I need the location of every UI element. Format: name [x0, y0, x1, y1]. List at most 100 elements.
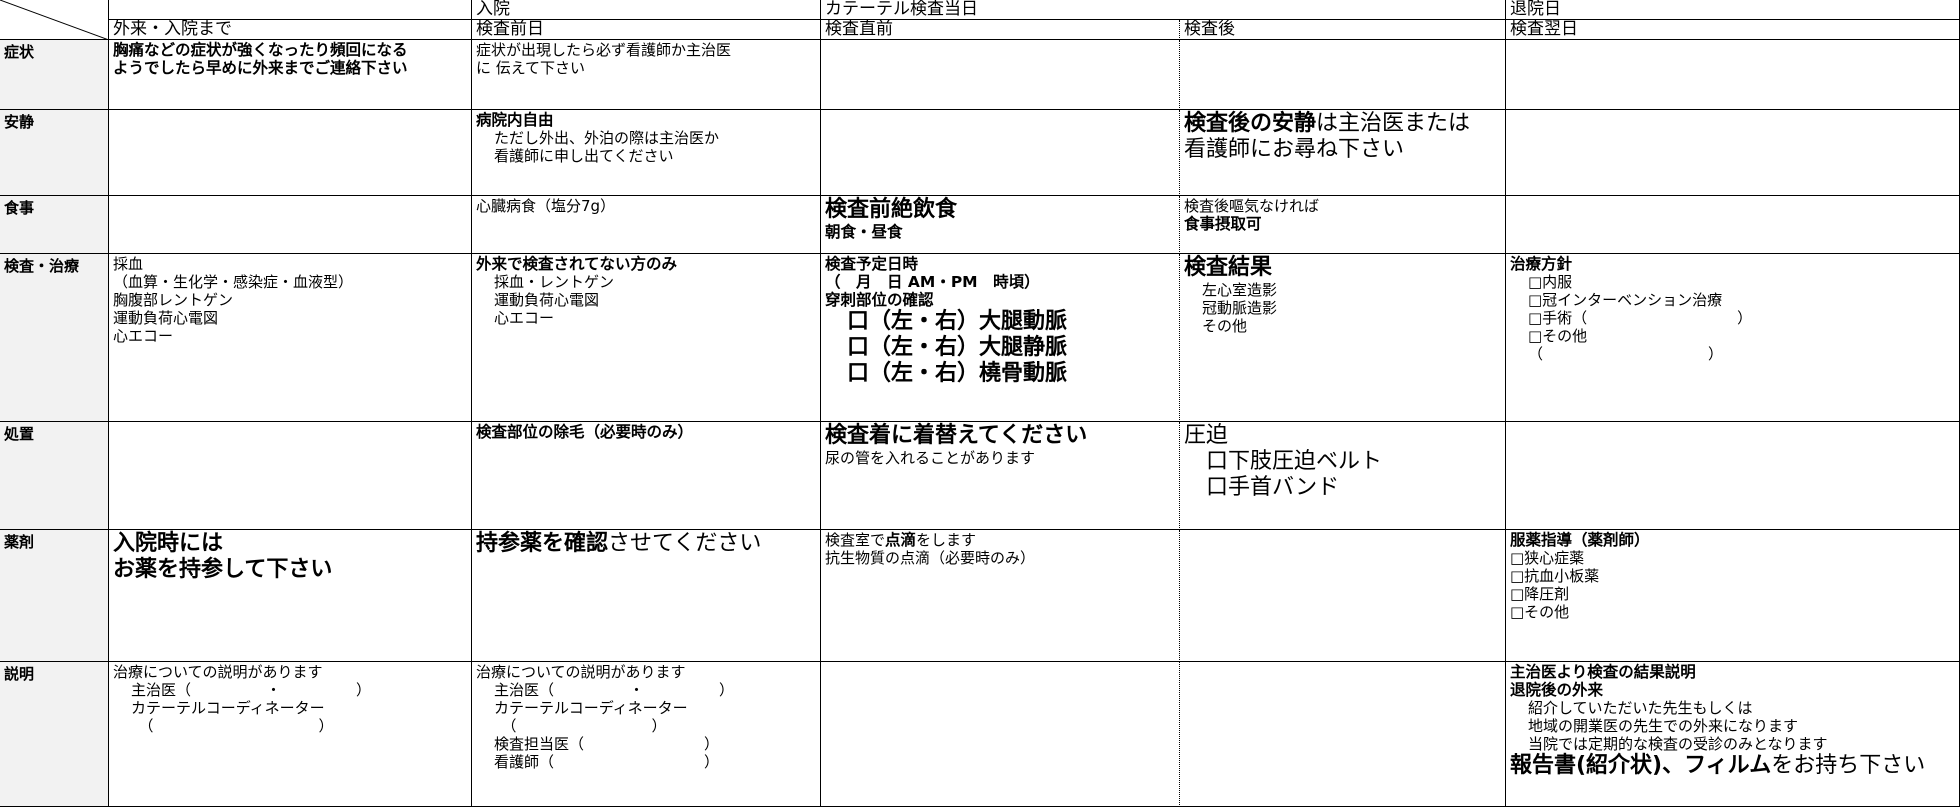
cell-line: □その他 [1528, 327, 1588, 345]
cell: 検査後嘔気なければ 食事摂取可 [1180, 196, 1506, 254]
cell-line: 症状が出現したら必ず看護師か主治医 [476, 41, 732, 59]
cell-line: □その他 [1510, 603, 1570, 621]
cell-line: 口（左・右）大腿動脈 [825, 309, 1068, 334]
cell-line: 心臓病食（塩分7g） [476, 197, 616, 215]
cell-line: 検査後の安静は主治医または [1184, 111, 1501, 137]
cell [109, 422, 472, 530]
cell-line: 検査着に着替えてください [825, 423, 1088, 448]
cell-line: 報告書(紹介状)、フィルムをお持ち下さい [1510, 753, 1955, 779]
cell: 外来で検査されてない方のみ 採血・レントゲン 運動負荷心電図 心エコー [472, 254, 821, 422]
cell: 検査部位の除毛（必要時のみ） [472, 422, 821, 530]
column-header: 検査翌日 [1506, 20, 1960, 40]
cell [821, 662, 1180, 807]
cell-line: 退院後の外来 [1510, 681, 1604, 699]
text-fragment: 検査後の安静 [1184, 111, 1317, 136]
column-header: 検査直前 [821, 20, 1180, 40]
cell: 検査着に着替えてください 尿の管を入れることがあります [821, 422, 1180, 530]
text-fragment: 持参薬を確認 [476, 531, 609, 556]
cell-line: （ ） [1528, 345, 1724, 363]
cell-line: □降圧剤 [1510, 585, 1570, 603]
group-header: 入院 [472, 0, 821, 20]
cell-line: （ 月 日 AM・PM 時頃） [825, 273, 1040, 291]
group-header: カテーテル検査当日 [821, 0, 1506, 20]
text-fragment: 報告書(紹介状)、フィルム [1510, 753, 1772, 778]
cell [1506, 110, 1960, 196]
cell-line: 入院時には [113, 531, 224, 556]
cell [821, 40, 1180, 110]
cell [1506, 196, 1960, 254]
cell: 持参薬を確認させてください [472, 530, 821, 662]
cell-line: 主治医（ ・ ） [131, 681, 372, 699]
cell-line: 心エコー [113, 327, 174, 345]
cell-line: 尿の管を入れることがあります [825, 449, 1036, 467]
cell-line: 心エコー [494, 309, 555, 327]
cell: 服薬指導（薬剤師） □狭心症薬 □抗血小板薬 □降圧剤 □その他 [1506, 530, 1960, 662]
cell-line: 服薬指導（薬剤師） [1510, 531, 1650, 549]
row-label: 処置 [0, 422, 109, 530]
cell-line: □狭心症薬 [1510, 549, 1585, 567]
cell-line: 口下肢圧迫ベルト [1184, 449, 1383, 474]
cell-line: 検査前絶飲食 [825, 197, 958, 222]
cell-line: 主治医（ ・ ） [494, 681, 735, 699]
cell-line: 運動負荷心電図 [113, 309, 219, 327]
cell: 心臓病食（塩分7g） [472, 196, 821, 254]
cell-line: 持参薬を確認させてください [476, 531, 816, 557]
cell-line: 当院では定期的な検査の受診のみとなります [1528, 735, 1828, 753]
cell-line: その他 [1202, 317, 1248, 335]
cell [1506, 422, 1960, 530]
cell: 圧迫 口下肢圧迫ベルト 口手首バンド [1180, 422, 1506, 530]
cell-line: （ ） [131, 717, 334, 735]
text-fragment: は主治医または [1316, 111, 1471, 136]
cell-line: 検査部位の除毛（必要時のみ） [476, 423, 694, 441]
cell: 胸痛などの症状が強くなったり頻回になる ようでしたら早めに外来までご連絡下さい [109, 40, 472, 110]
text-fragment: 点滴 [885, 531, 917, 549]
cell-line: 主治医より検査の結果説明 [1510, 663, 1696, 681]
cell-line: 口（左・右）橈骨動脈 [825, 361, 1068, 386]
cell-line: ようでしたら早めに外来までご連絡下さい [113, 59, 408, 77]
cell-line: □抗血小板薬 [1510, 567, 1600, 585]
cell-line: カテーテルコーディネーター [131, 699, 325, 717]
cell [1506, 40, 1960, 110]
cell-line: カテーテルコーディネーター [494, 699, 688, 717]
cell: 入院時には お薬を持参して下さい [109, 530, 472, 662]
cell-line: 冠動脈造影 [1202, 299, 1278, 317]
cell-line: 圧迫 [1184, 423, 1229, 448]
cell-line: 治療についての説明があります [476, 663, 686, 681]
cell: 検査前絶飲食 朝食・昼食 [821, 196, 1180, 254]
cell-line: 口（左・右）大腿静脈 [825, 335, 1068, 360]
cell-line: 病院内自由 [476, 111, 554, 129]
cell-line: 看護師（ ） [494, 753, 720, 771]
cell [821, 110, 1180, 196]
cell-line: □冠インターベンション治療 [1528, 291, 1723, 309]
cell-line: 採血 [113, 255, 144, 273]
row-label: 薬剤 [0, 530, 109, 662]
cell-line: □手術（ ） [1528, 309, 1753, 327]
cell-line: 朝食・昼食 [825, 223, 903, 241]
row-label: 症状 [0, 40, 109, 110]
row-label: 安静 [0, 110, 109, 196]
text-fragment: 検査室で [825, 531, 886, 549]
cell-line: 食事摂取可 [1184, 215, 1262, 233]
cell-line: 地域の開業医の先生での外来になります [1528, 717, 1799, 735]
cell-line: お薬を持参して下さい [113, 557, 333, 582]
cell-line: 穿刺部位の確認 [825, 291, 934, 309]
cell: 検査後の安静は主治医または 看護師にお尋ね下さい [1180, 110, 1506, 196]
row-label: 食事 [0, 196, 109, 254]
text-fragment: をします [916, 531, 977, 549]
cell-line: ただし外出、外泊の際は主治医か [494, 129, 720, 147]
cell-line: 看護師にお尋ね下さい [1184, 137, 1405, 162]
cell-line: □内服 [1528, 273, 1573, 291]
cell: 採血 （血算・生化学・感染症・血液型） 胸腹部レントゲン 運動負荷心電図 心エコー [109, 254, 472, 422]
column-header: 検査前日 [472, 20, 821, 40]
cell: 病院内自由 ただし外出、外泊の際は主治医か 看護師に申し出てください [472, 110, 821, 196]
corner-diagonal [0, 0, 109, 40]
cell-line: 治療についての説明があります [113, 663, 323, 681]
cell: 検査予定日時（ 月 日 AM・PM 時頃） 穿刺部位の確認 口（左・右）大腿動脈 … [821, 254, 1180, 422]
cell: 治療についての説明があります 主治医（ ・ ）カテーテルコーディネーター （ ） [109, 662, 472, 807]
cell-line: 運動負荷心電図 [494, 291, 600, 309]
column-header: 検査後 [1180, 20, 1506, 40]
cell [109, 196, 472, 254]
cell-line: 治療方針 [1510, 255, 1573, 273]
corner [0, 0, 109, 40]
